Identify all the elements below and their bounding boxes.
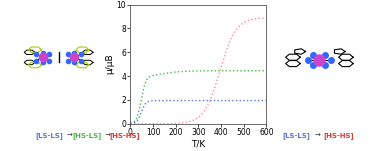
Text: [LS-LS]: [LS-LS] [283, 132, 311, 139]
X-axis label: T/K: T/K [191, 140, 206, 149]
Text: [HS-HS]: [HS-HS] [109, 132, 140, 139]
Text: [HS-HS]: [HS-HS] [323, 132, 354, 139]
Text: →: → [105, 133, 111, 139]
Text: [HS-LS]: [HS-LS] [72, 132, 102, 139]
Text: [LS-LS]: [LS-LS] [35, 132, 63, 139]
Text: →: → [314, 133, 321, 139]
Text: →: → [67, 133, 73, 139]
Y-axis label: μ/μB: μ/μB [105, 54, 114, 74]
